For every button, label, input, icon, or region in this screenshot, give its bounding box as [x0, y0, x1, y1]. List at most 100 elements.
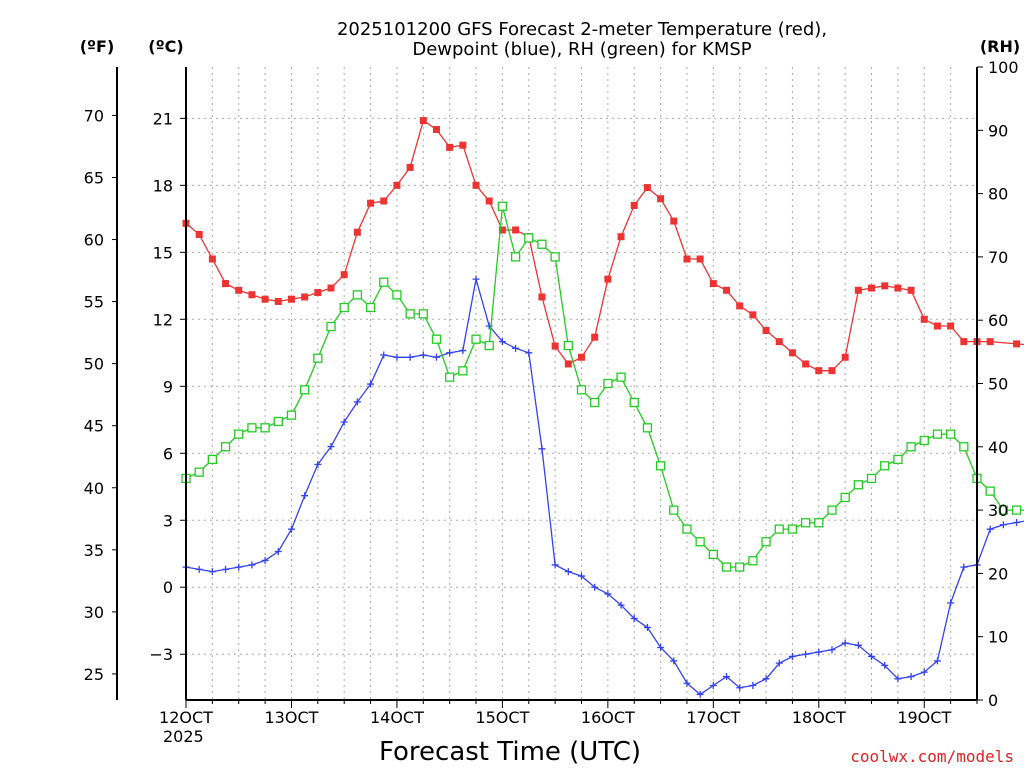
relative-humidity-point: [207, 454, 218, 465]
dewpoint-point: [551, 561, 559, 569]
dewpoint-point: [775, 659, 783, 667]
celsius-tick-label: 12: [153, 310, 173, 329]
dewpoint-point: [367, 380, 375, 388]
dewpoint-point: [301, 492, 309, 500]
relative-humidity-point: [365, 302, 376, 313]
temperature-point: [222, 280, 230, 288]
temperature-point: [854, 286, 862, 294]
dewpoint-point: [643, 623, 651, 631]
relative-humidity-point: [655, 461, 666, 471]
relative-humidity-point: [814, 518, 824, 528]
relative-humidity-point: [445, 372, 455, 382]
dewpoint-point: [854, 641, 862, 649]
celsius-tick-label: 3: [163, 511, 173, 530]
rh-tick-label: 100: [988, 58, 1019, 77]
temperature-point: [986, 338, 994, 346]
relative-humidity-point: [497, 201, 508, 211]
dewpoint-point: [683, 679, 691, 687]
dewpoint-point: [208, 568, 216, 576]
temperature-line: [185, 119, 1024, 372]
temperature-series: [182, 117, 1024, 375]
celsius-tick-label: 0: [163, 578, 173, 597]
dewpoint-point: [406, 353, 414, 361]
temperature-point: [406, 163, 414, 171]
temperature-point: [446, 143, 454, 151]
dewpoint-series: [182, 275, 1024, 698]
x-tick-label: 14OCT: [370, 708, 424, 727]
relative-humidity-point: [682, 524, 692, 534]
relative-humidity-point: [959, 442, 969, 452]
relative-humidity-point: [537, 239, 547, 249]
dewpoint-point: [709, 681, 717, 689]
rh-tick-label: 20: [988, 564, 1008, 583]
relative-humidity-point: [906, 442, 916, 452]
relative-humidity-point: [827, 505, 837, 515]
temperature-point: [670, 217, 678, 225]
dewpoint-point: [195, 565, 203, 573]
relative-humidity-point: [629, 397, 639, 408]
relative-humidity-point: [510, 252, 521, 262]
temperature-point: [723, 286, 731, 294]
relative-humidity-point: [563, 340, 573, 351]
fahrenheit-tick-label: 50: [84, 355, 104, 374]
credit-label: coolwx.com/models: [850, 747, 1014, 766]
fahrenheit-tick-label: 65: [84, 168, 104, 187]
relative-humidity-point: [418, 309, 428, 319]
rh-tick-label: 70: [988, 248, 1008, 267]
relative-humidity-point: [761, 537, 771, 547]
celsius-tick-label: −3: [149, 645, 173, 664]
relative-humidity-point: [721, 562, 732, 572]
relative-humidity-point: [748, 556, 758, 566]
dewpoint-point: [1013, 518, 1021, 526]
temperature-point: [657, 195, 665, 203]
temperature-point: [736, 302, 744, 310]
relative-humidity-point: [352, 290, 363, 300]
relative-humidity-point: [735, 562, 745, 572]
relative-humidity-point: [194, 467, 204, 477]
temperature-point: [551, 342, 559, 350]
fahrenheit-unit-label: (ºF): [80, 37, 115, 56]
relative-humidity-point: [840, 492, 850, 503]
temperature-point: [1013, 340, 1021, 348]
dewpoint-point: [841, 639, 849, 647]
relative-humidity-point: [550, 252, 560, 262]
relative-humidity-point: [774, 524, 784, 534]
rh-tick-label: 30: [988, 501, 1008, 520]
temperature-point: [894, 284, 902, 292]
temperature-point: [393, 181, 401, 189]
temperature-point: [564, 360, 572, 368]
relative-humidity-point: [708, 549, 718, 560]
relative-humidity-point: [932, 429, 943, 439]
temperature-point: [604, 275, 612, 283]
temperature-point: [498, 226, 506, 234]
relative-humidity-point: [590, 397, 600, 408]
dewpoint-point: [723, 673, 731, 681]
temperature-point: [788, 349, 796, 357]
dewpoint-point: [274, 548, 282, 556]
celsius-tick-label: 9: [163, 377, 173, 396]
temperature-point: [630, 201, 638, 209]
temperature-point: [472, 181, 480, 189]
relative-humidity-point: [431, 334, 442, 344]
temperature-point: [248, 291, 256, 299]
chart-title-line-1: 2025101200 GFS Forecast 2-meter Temperat…: [337, 19, 827, 40]
temperature-point: [683, 255, 691, 263]
temperature-point: [235, 286, 243, 294]
dewpoint-point: [472, 275, 480, 283]
temperature-point: [828, 367, 836, 375]
relative-humidity-point: [484, 340, 494, 351]
dewpoint-point: [617, 601, 625, 609]
dewpoint-point: [630, 615, 638, 623]
dewpoint-point: [920, 668, 928, 676]
rh-tick-label: 50: [988, 375, 1008, 394]
temperature-point: [208, 255, 216, 263]
dewpoint-point: [393, 353, 401, 361]
dewpoint-point: [670, 657, 678, 665]
relative-humidity-point: [220, 442, 231, 452]
temperature-point: [881, 282, 889, 290]
temperature-point: [709, 280, 717, 288]
relative-humidity-point: [603, 378, 613, 389]
year-label: 2025: [163, 727, 204, 746]
dewpoint-point: [947, 599, 955, 607]
temperature-point: [287, 295, 295, 303]
